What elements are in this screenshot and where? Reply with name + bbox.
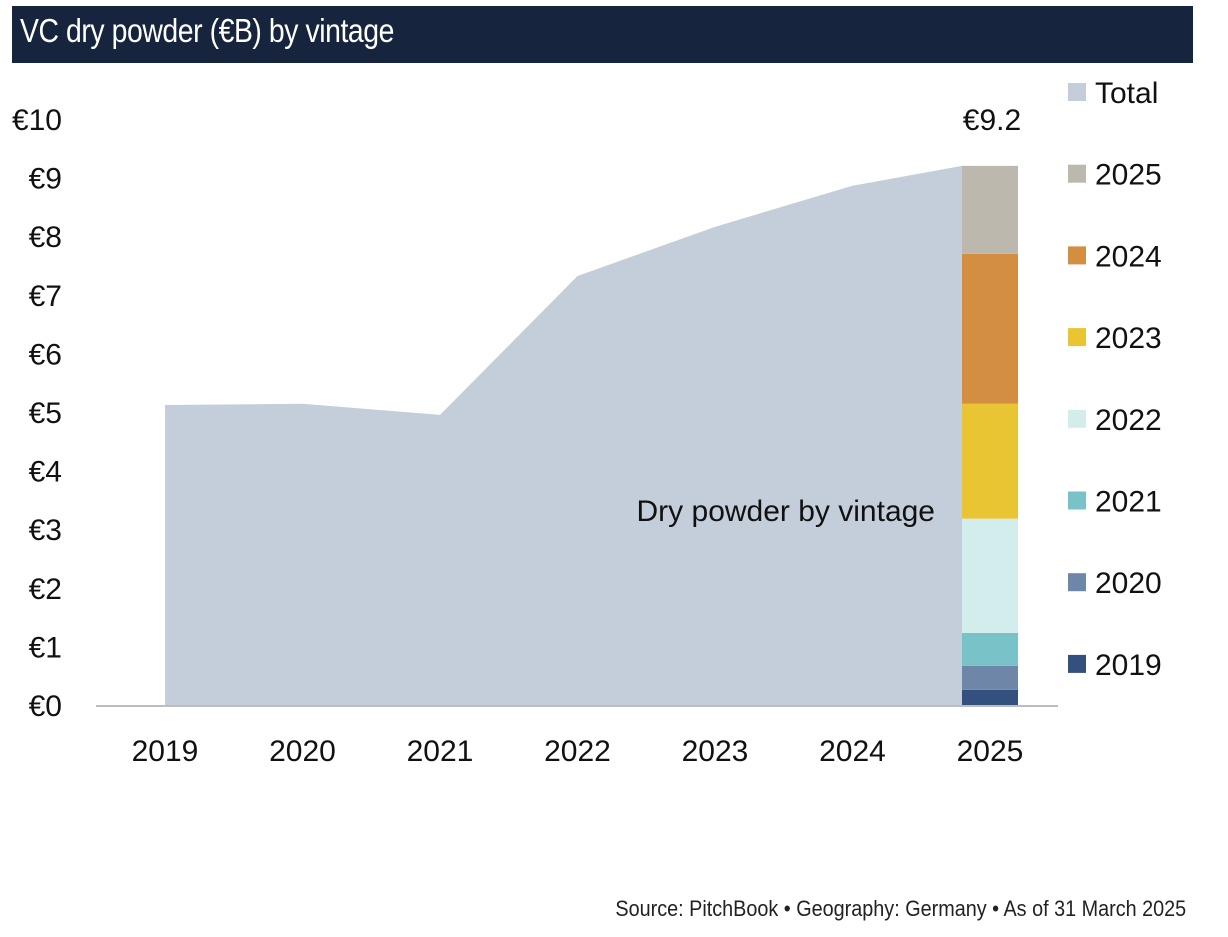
y-tick-label: €4	[29, 456, 62, 489]
legend-label: 2021	[1095, 486, 1162, 519]
y-tick-label: €8	[29, 221, 62, 254]
bar-segment-2024	[962, 253, 1018, 404]
legend-label: 2023	[1095, 322, 1162, 355]
y-tick-label: €7	[29, 280, 62, 313]
legend-item-2021: 2021	[1068, 486, 1162, 519]
x-tick-label: 2025	[957, 735, 1024, 768]
area-total	[165, 165, 962, 705]
legend-item-2024: 2024	[1068, 240, 1162, 273]
annotation-dry-powder: Dry powder by vintage	[637, 495, 935, 528]
legend-label: 2019	[1095, 649, 1162, 682]
y-tick-label: €6	[29, 338, 62, 371]
legend-item-2022: 2022	[1068, 404, 1162, 437]
y-tick-label: €9	[29, 163, 62, 196]
stacked-bar	[962, 165, 1018, 705]
legend-swatch	[1068, 164, 1086, 183]
bar-segment-2019	[962, 689, 1018, 705]
x-tick-label: 2023	[682, 735, 749, 768]
legend-swatch	[1068, 573, 1086, 592]
bar-segment-2022	[962, 518, 1018, 633]
legend-item-2025: 2025	[1068, 159, 1162, 192]
legend-swatch	[1068, 654, 1086, 673]
legend-label: Total	[1095, 77, 1158, 110]
bar-segment-2025	[962, 165, 1018, 254]
source-note: Source: PitchBook • Geography: Germany •…	[615, 896, 1186, 921]
area-layer	[165, 165, 962, 705]
y-tick-label: €0	[29, 690, 62, 723]
chart: €0 €1 €2 €3 €4 €5 €6 €7 €8 €9 €10 2019 2020 2021 2022…	[12, 77, 1162, 768]
legend-swatch	[1068, 491, 1086, 510]
bar-segment-2021	[962, 632, 1018, 666]
legend-swatch	[1068, 246, 1086, 265]
legend-label: 2024	[1095, 240, 1162, 273]
chart-title: VC dry powder (€B) by vintage	[20, 12, 394, 49]
legend-item-total: Total	[1068, 77, 1158, 110]
x-tick-label: 2024	[819, 735, 886, 768]
legend-swatch	[1068, 328, 1086, 347]
x-tick-label: 2021	[407, 735, 474, 768]
legend: Total 2025 2024 2023 2022 2021 2020 2019	[1068, 77, 1162, 682]
legend-item-2020: 2020	[1068, 567, 1162, 600]
legend-label: 2025	[1095, 159, 1162, 192]
x-tick-label: 2022	[544, 735, 611, 768]
legend-swatch	[1068, 83, 1086, 101]
y-tick-label: €10	[12, 104, 62, 137]
legend-label: 2020	[1095, 567, 1162, 600]
legend-item-2023: 2023	[1068, 322, 1162, 355]
legend-label: 2022	[1095, 404, 1162, 437]
bar-segment-2023	[962, 403, 1018, 519]
y-tick-label: €5	[29, 397, 62, 430]
title-bar: VC dry powder (€B) by vintage	[12, 6, 1193, 63]
bar-total-label: €9.2	[963, 104, 1021, 137]
legend-item-2019: 2019	[1068, 649, 1162, 682]
legend-swatch	[1068, 409, 1086, 428]
x-axis-ticks: 2019 2020 2021 2022 2023 2024 2025	[132, 735, 1024, 768]
bar-segment-2020	[962, 665, 1018, 690]
y-tick-label: €2	[29, 573, 62, 606]
y-tick-label: €1	[29, 631, 62, 664]
x-tick-label: 2020	[269, 735, 336, 768]
y-tick-label: €3	[29, 514, 62, 547]
x-tick-label: 2019	[132, 735, 199, 768]
y-axis-ticks: €0 €1 €2 €3 €4 €5 €6 €7 €8 €9 €10	[12, 104, 62, 723]
